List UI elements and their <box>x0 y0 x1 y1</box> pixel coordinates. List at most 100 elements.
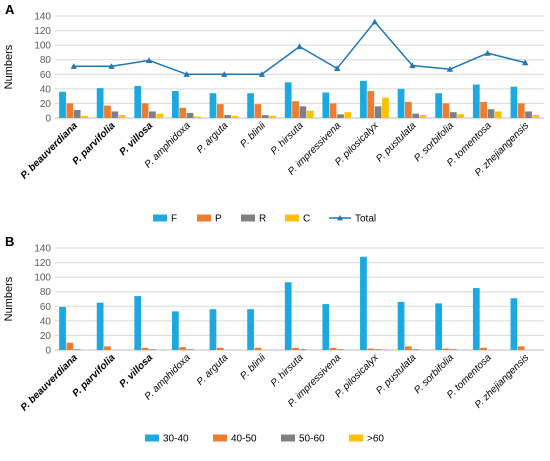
bar-p <box>442 103 450 118</box>
bar-r <box>374 106 382 118</box>
bar-r <box>149 111 156 118</box>
legend-swatch <box>285 214 299 222</box>
bar-40-50 <box>216 347 224 350</box>
line-point-total <box>371 18 378 25</box>
x-tick-label: P. villosa <box>118 120 156 158</box>
bar-p <box>329 103 337 118</box>
legend-label: C <box>303 214 310 225</box>
legend-swatch <box>349 434 363 442</box>
legend-label: Total <box>355 214 376 225</box>
line-point-total <box>70 63 78 69</box>
y-tick-label: 60 <box>40 70 52 81</box>
bar-r <box>337 114 344 118</box>
y-tick-label: 20 <box>40 99 52 110</box>
legend-item: F <box>153 214 177 225</box>
bar-p <box>292 101 299 118</box>
legend-item: 40-50 <box>213 434 257 445</box>
x-tick-label: P. villosa <box>118 352 156 390</box>
bar-p <box>517 103 525 118</box>
line-point-total <box>108 63 115 69</box>
bar-p <box>254 104 262 118</box>
bar-c <box>344 112 352 118</box>
y-tick-label: 120 <box>34 258 51 269</box>
bar-30-40 <box>435 303 443 350</box>
bar-30-40 <box>397 301 405 350</box>
bar-f <box>510 86 518 118</box>
bar-30-40 <box>59 307 66 350</box>
bar-f <box>247 93 254 118</box>
legend-item: P <box>197 214 222 225</box>
legend-swatch <box>213 434 227 442</box>
bar-40-50 <box>517 346 525 350</box>
bar-f <box>59 91 66 118</box>
bar-c <box>231 115 239 118</box>
bar-c <box>269 115 276 118</box>
chart-panel-b: B Numbers 0 20 40 60 80 100 120 140 P. beauverdian… <box>3 234 544 445</box>
bar-r <box>412 113 420 118</box>
legend-swatch <box>281 434 295 442</box>
chart-panel-a: A Numbers 0 20 40 60 80 100 120 140 P. beauverdian… <box>3 2 544 225</box>
y-axis-label: Numbers <box>3 276 15 321</box>
line-point-total <box>296 43 303 50</box>
bar-c <box>156 113 164 118</box>
bar-p <box>141 103 149 118</box>
bar-50-60 <box>412 349 420 350</box>
bar-p <box>367 91 375 118</box>
bar-r <box>111 111 119 118</box>
bar-f <box>96 88 104 118</box>
bar-50-60 <box>299 349 307 350</box>
y-tick-label: 140 <box>34 12 51 23</box>
line-point-total <box>221 71 228 77</box>
bar-p <box>104 105 111 118</box>
x-tick-label: P. hirsuta <box>269 352 306 389</box>
bar-f <box>322 92 330 118</box>
bar-f <box>435 93 443 118</box>
bar-40-50 <box>367 348 375 350</box>
bar-40-50 <box>179 347 187 350</box>
x-tick-label: P. pustulata <box>374 120 419 165</box>
line-point-total <box>409 62 416 69</box>
legend-label: 50-60 <box>299 434 325 445</box>
bar-40-50 <box>292 347 299 350</box>
bar-30-40 <box>322 304 330 350</box>
line-point-total <box>145 57 153 64</box>
bar-30-40 <box>209 309 217 350</box>
line-point-total <box>183 71 190 77</box>
legend-item: C <box>285 214 310 225</box>
line-point-total <box>446 65 454 72</box>
x-tick-label: P. beauverdiana <box>19 120 80 181</box>
x-tick-label: P. beauverdiana <box>19 352 80 413</box>
bar-c <box>193 116 201 118</box>
bar-30-40 <box>247 309 254 350</box>
bar-50-60 <box>149 349 156 350</box>
legend-item: R <box>241 214 266 225</box>
bar-50-60 <box>73 349 81 350</box>
panel-label: B <box>5 234 14 249</box>
legend-item: >60 <box>349 434 384 445</box>
y-tick-label: 60 <box>40 302 52 313</box>
bar-f <box>209 93 217 118</box>
bar-p <box>480 101 487 118</box>
legend-label: P <box>215 214 222 225</box>
legend-swatch <box>197 214 211 222</box>
bar-f <box>360 80 367 118</box>
bar-30-40 <box>472 288 480 350</box>
bar-c <box>306 110 314 118</box>
legend-label: 30-40 <box>163 434 189 445</box>
bar-30-40 <box>284 282 292 350</box>
y-tick-label: 80 <box>40 287 52 298</box>
legend-swatch <box>153 214 167 222</box>
bar-c <box>382 97 389 118</box>
y-tick-label: 100 <box>34 41 51 52</box>
bar-p <box>216 104 224 118</box>
bar-f <box>171 91 179 118</box>
y-tick-label: 20 <box>40 331 52 342</box>
bar-40-50 <box>442 348 450 350</box>
y-axis-label: Numbers <box>3 44 15 89</box>
x-tick-label: P. blinii <box>238 120 268 150</box>
bar-p <box>179 107 187 118</box>
legend-item: 30-40 <box>145 434 189 445</box>
bar-40-50 <box>104 346 111 350</box>
y-tick-label: 40 <box>40 316 52 327</box>
legend-item: Total <box>329 214 376 225</box>
